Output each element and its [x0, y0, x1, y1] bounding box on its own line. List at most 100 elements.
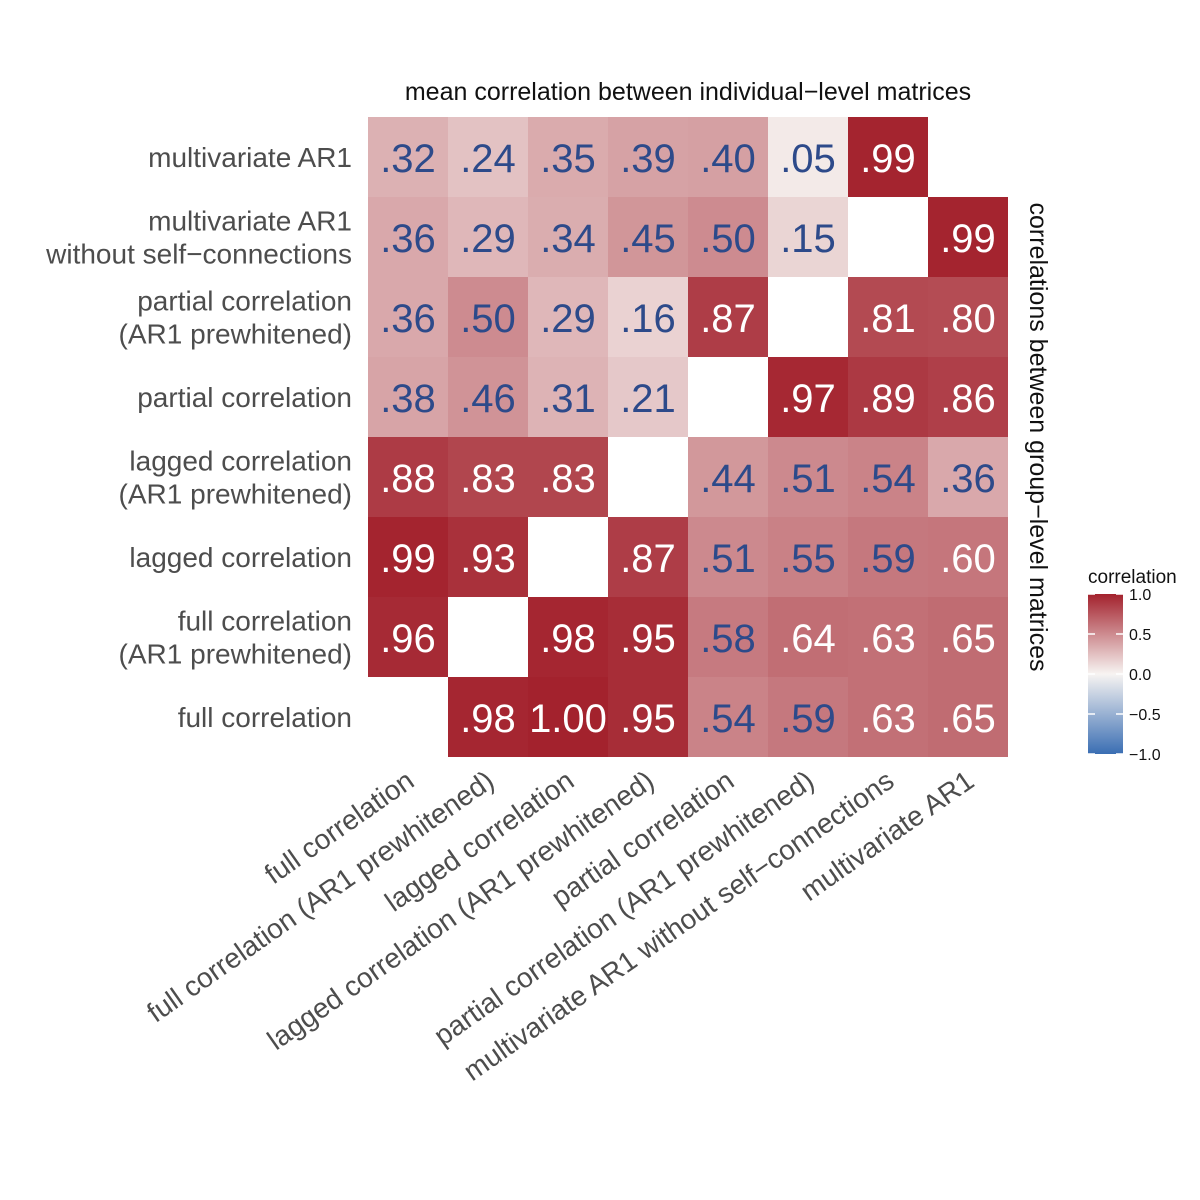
- y-axis-label: multivariate AR1: [148, 142, 352, 173]
- heatmap-cell: [848, 437, 928, 517]
- cell-value-label: .58: [700, 617, 756, 661]
- heatmap-cell: [848, 597, 928, 677]
- cell-value-label: .59: [860, 537, 916, 581]
- heatmap-cell: [448, 197, 528, 277]
- heatmap-cell: [768, 517, 848, 597]
- cell-value-label: .65: [940, 697, 996, 741]
- cell-value-label: .95: [620, 697, 676, 741]
- heatmap-cell: [448, 517, 528, 597]
- cell-value-label: .83: [460, 457, 516, 501]
- heatmap-cell: [608, 197, 688, 277]
- cell-value-label: .98: [540, 617, 596, 661]
- cell-value-label: .51: [780, 457, 836, 501]
- cell-value-label: .86: [940, 377, 996, 421]
- cell-value-label: .95: [620, 617, 676, 661]
- heatmap-cell: [688, 197, 768, 277]
- legend-tick-label: 1.0: [1129, 587, 1151, 604]
- heatmap-cell: [848, 357, 928, 437]
- cell-value-label: .65: [940, 617, 996, 661]
- heatmap-cell: [608, 597, 688, 677]
- cell-value-label: .44: [700, 457, 756, 501]
- heatmap-cell: [368, 437, 448, 517]
- heatmap-cell: [688, 117, 768, 197]
- heatmap-cell: [368, 517, 448, 597]
- y-axis-label: lagged correlation: [129, 446, 352, 477]
- heatmap-cell: [848, 517, 928, 597]
- cell-value-label: .54: [860, 457, 916, 501]
- heatmap-cell: [688, 677, 768, 757]
- heatmap-cell: [928, 197, 1008, 277]
- heatmap-cell: [368, 117, 448, 197]
- heatmap-cell: [768, 677, 848, 757]
- y-axis-label: full correlation: [178, 606, 352, 637]
- heatmap-cell: [688, 517, 768, 597]
- y-axis-label: partial correlation: [137, 286, 352, 317]
- cell-value-label: .88: [380, 457, 436, 501]
- heatmap-cell-labels: .32 .24 .35 .39 .40 .05 .99 .36 .29 .34 .45 .50 .15.…: [380, 137, 996, 741]
- cell-value-label: .36: [380, 297, 436, 341]
- cell-value-label: .87: [700, 297, 756, 341]
- y-axis-label: full correlation: [178, 702, 352, 733]
- cell-value-label: .45: [620, 217, 676, 261]
- cell-value-label: .54: [700, 697, 756, 741]
- chart-title-right: correlations between group−level matrice…: [1024, 203, 1052, 672]
- heatmap-cell: [848, 277, 928, 357]
- cell-value-label: .31: [540, 377, 596, 421]
- cell-value-label: .36: [940, 457, 996, 501]
- cell-value-label: .36: [380, 217, 436, 261]
- heatmap-cell: [688, 437, 768, 517]
- cell-value-label: .64: [780, 617, 836, 661]
- heatmap-cell: [368, 597, 448, 677]
- heatmap-cell: [448, 437, 528, 517]
- heatmap-cell: [688, 277, 768, 357]
- heatmap-cell: [608, 357, 688, 437]
- cell-value-label: .32: [380, 137, 436, 181]
- y-axis-label: lagged correlation: [129, 542, 352, 573]
- cell-value-label: .96: [380, 617, 436, 661]
- legend-tick-label: −1.0: [1129, 747, 1161, 764]
- cell-value-label: .81: [860, 297, 916, 341]
- cell-value-label: .99: [860, 137, 916, 181]
- y-axis-label: without self−connections: [45, 239, 352, 270]
- heatmap-cell: [768, 117, 848, 197]
- chart-title-top: mean correlation between individual−leve…: [405, 78, 971, 106]
- y-axis-label: (AR1 prewhitened): [119, 479, 352, 510]
- heatmap-cell: [448, 677, 528, 757]
- color-legend: correlation 1.0 0.5 0.0 −0.5 −1.0: [1088, 567, 1177, 764]
- cell-value-label: .21: [620, 377, 676, 421]
- cell-value-label: .55: [780, 537, 836, 581]
- legend-tick-label: 0.5: [1129, 627, 1151, 644]
- heatmap-cell: [608, 677, 688, 757]
- legend-tick-label: −0.5: [1129, 707, 1161, 724]
- heatmap-cell: [608, 277, 688, 357]
- cell-value-label: .80: [940, 297, 996, 341]
- cell-value-label: .50: [700, 217, 756, 261]
- heatmap-cell: [928, 277, 1008, 357]
- heatmap-cell: [448, 357, 528, 437]
- legend-tick-label: 0.0: [1129, 667, 1151, 684]
- cell-value-label: .99: [380, 537, 436, 581]
- cell-value-label: .93: [460, 537, 516, 581]
- heatmap-cell: [368, 277, 448, 357]
- heatmap-cell: [528, 357, 608, 437]
- heatmap-cell: [528, 597, 608, 677]
- heatmap-cell: [528, 117, 608, 197]
- cell-value-label: .24: [460, 137, 516, 181]
- heatmap-cell: [448, 117, 528, 197]
- heatmap-cell: [928, 437, 1008, 517]
- heatmap-cell: [768, 437, 848, 517]
- heatmap-cell: [528, 197, 608, 277]
- cell-value-label: .29: [540, 297, 596, 341]
- heatmap-cell: [928, 597, 1008, 677]
- heatmap-cell: [928, 517, 1008, 597]
- heatmap-cell: [768, 357, 848, 437]
- heatmap-cell: [688, 597, 768, 677]
- cell-value-label: .16: [620, 297, 676, 341]
- cell-value-label: .51: [700, 537, 756, 581]
- heatmap-cell: [608, 117, 688, 197]
- heatmap-cell: [368, 197, 448, 277]
- heatmap-cell: [528, 677, 608, 757]
